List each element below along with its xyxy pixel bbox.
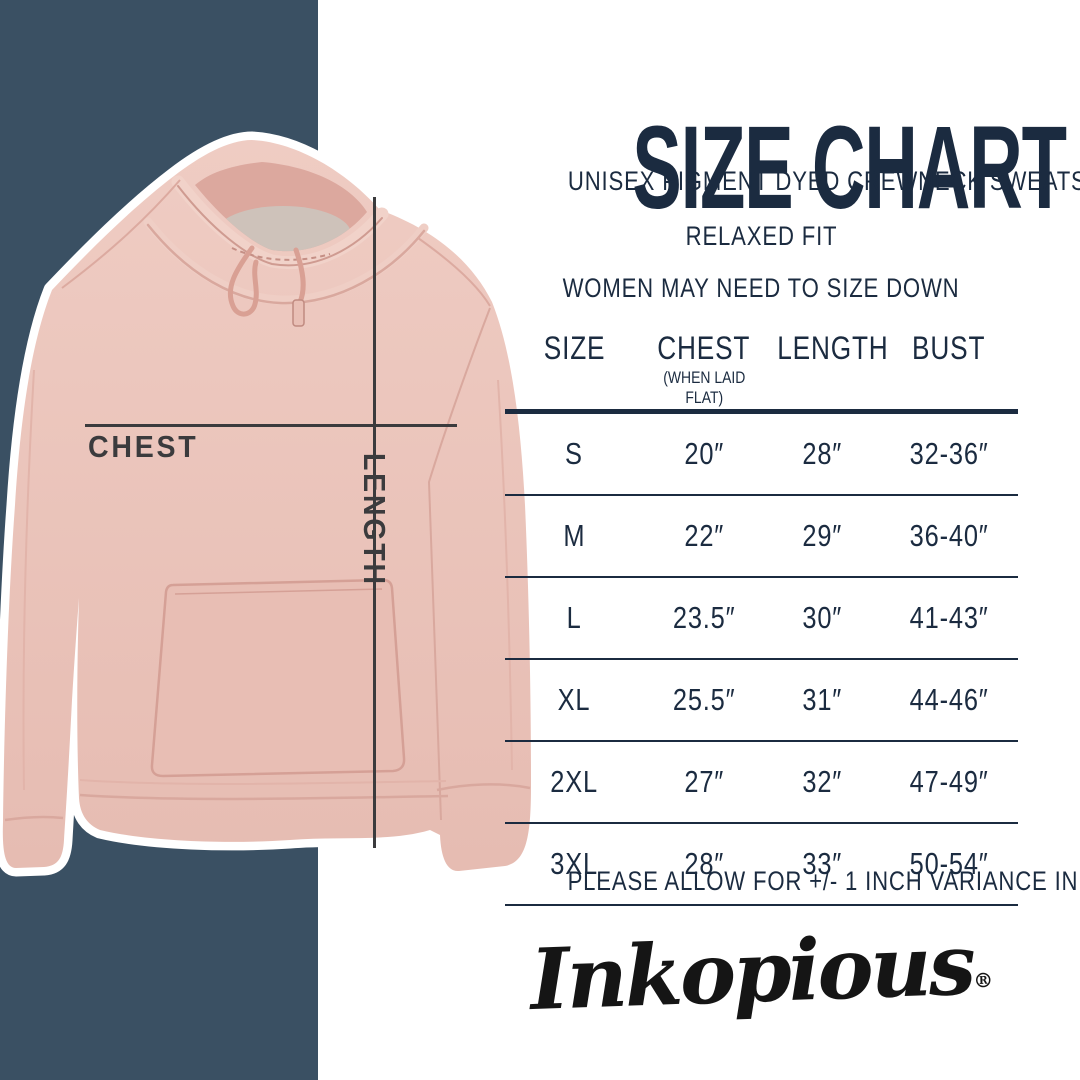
cell-chest: 28″ bbox=[643, 823, 765, 906]
drawstring-left bbox=[227, 245, 259, 317]
size-table-header-row: SIZE CHEST (WHEN LAID FLAT) LENGTH BUST bbox=[505, 322, 1018, 414]
size-chart-panel: SIZE CHART UNISEX PIGMENT DYED CREWNECK … bbox=[503, 0, 1080, 1080]
registered-mark: ® bbox=[972, 967, 994, 993]
cell-size: M bbox=[505, 495, 644, 578]
cell-size: 3XL bbox=[505, 823, 644, 906]
cell-chest: 23.5″ bbox=[643, 577, 765, 660]
cell-bust: 41-43″ bbox=[879, 577, 1018, 660]
brand-logo: Inkopious® bbox=[503, 913, 1019, 1030]
cell-size: 2XL bbox=[505, 741, 644, 824]
cell-size: L bbox=[505, 577, 644, 660]
hoodie-illustration bbox=[0, 131, 540, 880]
col-header-size: SIZE bbox=[505, 322, 644, 414]
cell-bust: 47-49″ bbox=[879, 741, 1018, 824]
cell-bust: 32-36″ bbox=[879, 411, 1018, 496]
cell-chest: 20″ bbox=[643, 411, 765, 496]
cell-size: XL bbox=[505, 659, 644, 742]
cell-length: 32″ bbox=[764, 741, 880, 824]
subtitle-sizing-note: WOMEN MAY NEED TO SIZE DOWN bbox=[563, 273, 960, 303]
page-title: SIZE CHART bbox=[632, 102, 1067, 235]
cell-chest: 25.5″ bbox=[643, 659, 765, 742]
cell-bust: 36-40″ bbox=[879, 495, 1018, 578]
kangaroo-pocket bbox=[150, 578, 406, 778]
chest-subnote: (WHEN LAID FLAT) bbox=[662, 368, 745, 407]
col-header-bust: BUST bbox=[879, 322, 1018, 414]
size-table-row: M 22″ 29″ 36-40″ bbox=[505, 495, 1018, 578]
brand-logo-text: Inkopious bbox=[528, 914, 975, 1030]
size-table-row: 2XL 27″ 32″ 47-49″ bbox=[505, 741, 1018, 824]
cell-bust: 50-54″ bbox=[879, 823, 1018, 906]
hoodie-product-photo bbox=[0, 130, 545, 890]
subtitle-product: UNISEX PIGMENT DYED CREWNECK SWEATSHIRT bbox=[567, 166, 1080, 196]
cell-length: 30″ bbox=[764, 577, 880, 660]
cell-chest: 27″ bbox=[643, 741, 765, 824]
size-table-row: L 23.5″ 30″ 41-43″ bbox=[505, 577, 1018, 660]
chest-measure-label: CHEST bbox=[88, 429, 199, 464]
size-table: SIZE CHEST (WHEN LAID FLAT) LENGTH BUST … bbox=[505, 322, 1018, 906]
subtitle-fit: RELAXED FIT bbox=[685, 221, 838, 251]
chest-measure-line bbox=[85, 424, 457, 427]
size-table-row: 3XL 28″ 33″ 50-54″ bbox=[505, 823, 1018, 906]
size-table-row: S 20″ 28″ 32-36″ bbox=[505, 411, 1018, 496]
col-header-length: LENGTH bbox=[764, 322, 888, 414]
length-measure-label: LENGTH bbox=[357, 453, 392, 587]
cell-length: 31″ bbox=[764, 659, 880, 742]
col-header-chest: CHEST (WHEN LAID FLAT) bbox=[643, 322, 765, 414]
size-table-body: S 20″ 28″ 32-36″ M 22″ 29″ 36-40″ L 23.5… bbox=[505, 411, 1018, 906]
drawstring-right bbox=[293, 247, 306, 305]
cell-bust: 44-46″ bbox=[879, 659, 1018, 742]
cell-length: 29″ bbox=[764, 495, 880, 578]
cell-length: 33″ bbox=[764, 823, 880, 906]
cell-chest: 22″ bbox=[643, 495, 765, 578]
variance-note: PLEASE ALLOW FOR +/- 1 INCH VARIANCE IN … bbox=[567, 866, 1080, 896]
size-table-row: XL 25.5″ 31″ 44-46″ bbox=[505, 659, 1018, 742]
length-measure-line bbox=[373, 197, 376, 848]
cell-length: 28″ bbox=[764, 411, 880, 496]
drawstring-aglet bbox=[292, 299, 305, 327]
cell-size: S bbox=[505, 411, 644, 496]
